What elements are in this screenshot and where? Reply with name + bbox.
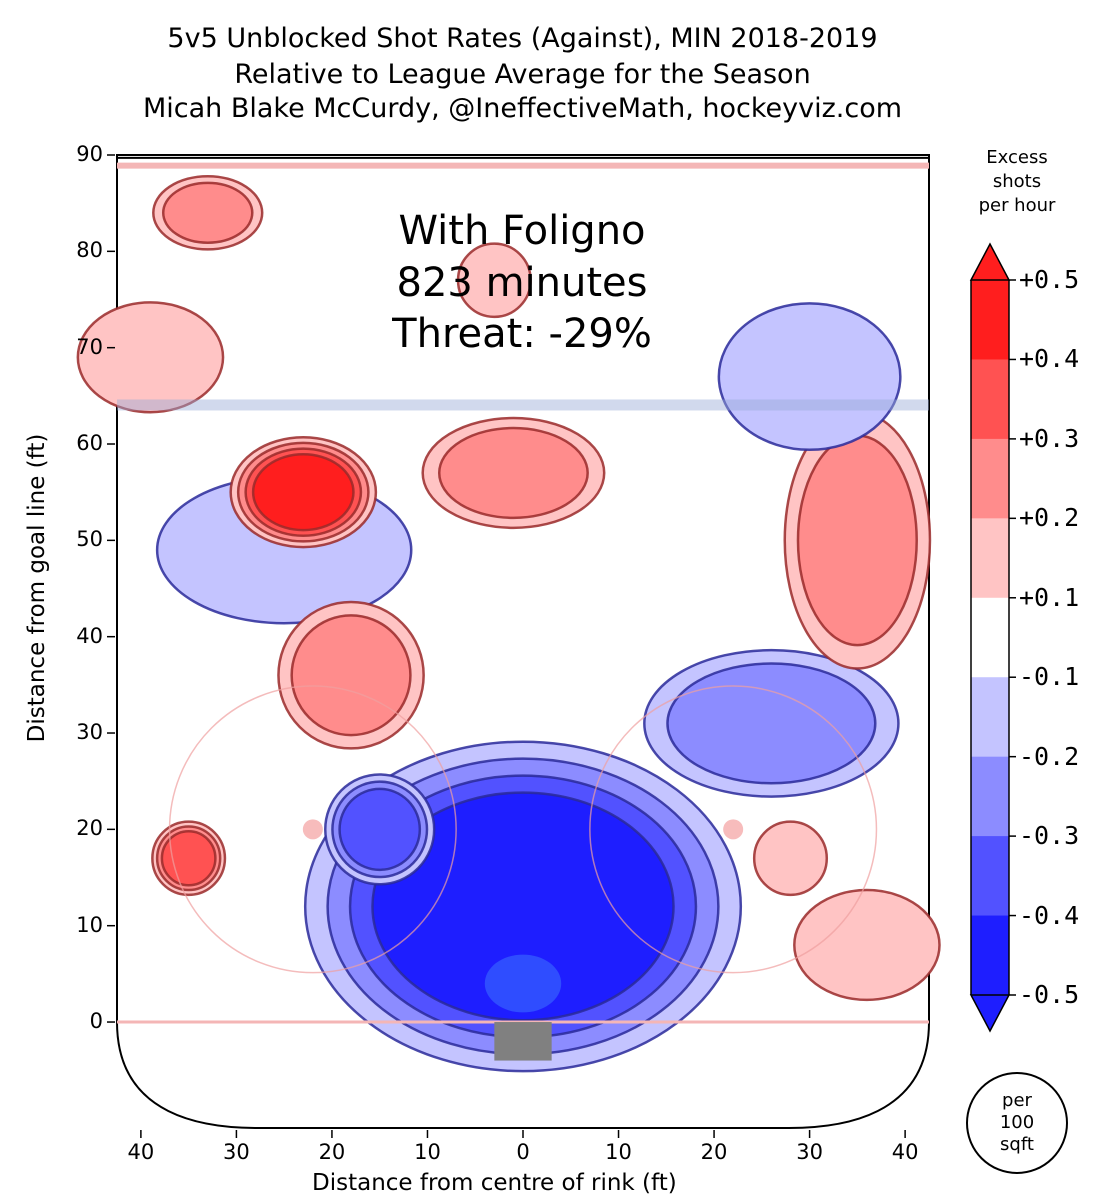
overlay-threat: Threat: -29% [392, 311, 652, 357]
y-tick-label-70: 70 [76, 334, 103, 359]
unit-line-1: per [1002, 1090, 1032, 1111]
colorbar-bottom-arrow [969, 994, 1011, 1033]
y-tick-label-80: 80 [76, 238, 103, 263]
x-tick-label-2: 20 [318, 1140, 346, 1164]
unit-badge: per 100 sqft [966, 1072, 1068, 1174]
contour-region-12-level-0 [76, 301, 225, 414]
colorbar-label-6: -0.2 [1019, 741, 1080, 771]
colorbar-segment-8 [971, 915, 1009, 996]
y-tick-label-10: 10 [76, 912, 103, 937]
faceoff-circle-left [168, 685, 457, 974]
colorbar-segment-2 [971, 438, 1009, 519]
colorbar-segment-3 [971, 518, 1009, 599]
y-tick-label-20: 20 [76, 816, 103, 841]
contour-region-9-level-0 [793, 888, 941, 1002]
colorbar-label-0: +0.5 [1019, 265, 1080, 294]
contour-region-7-level-1 [290, 614, 412, 737]
colorbar-segment-5 [971, 677, 1009, 758]
contour-region-5-level-1 [437, 426, 589, 520]
overlay-player: With Foligno [398, 208, 646, 254]
y-tick-label-50: 50 [76, 527, 103, 552]
colorbar-title-line-3: per hour [978, 195, 1056, 216]
colorbar-label-8: -0.4 [1019, 900, 1080, 930]
unit-line-3: sqft [1000, 1134, 1034, 1155]
y-tick-label-90: 90 [76, 142, 103, 166]
x-tick-label-6: 20 [700, 1140, 728, 1164]
colorbar-segment-0 [971, 280, 1009, 360]
chart-title-line-1: 5v5 Unblocked Shot Rates (Against), MIN … [167, 23, 878, 54]
unit-line-2: 100 [999, 1112, 1035, 1133]
colorbar-segment-1 [971, 359, 1009, 440]
colorbar-segment-6 [971, 756, 1009, 837]
faceoff-dot-left [302, 819, 323, 840]
goal-net [494, 1022, 552, 1061]
y-tick-label-0: 0 [89, 1009, 103, 1034]
x-tick-label-7: 30 [796, 1140, 823, 1164]
y-tick-label-40: 40 [76, 623, 103, 648]
contour-region-13-level-0 [752, 820, 829, 897]
y-tick-label-30: 30 [76, 720, 103, 745]
colorbar-label-9: -0.5 [1019, 980, 1080, 1009]
colorbar-segment-4 [971, 597, 1009, 678]
contour-region-10-level-1 [161, 181, 254, 244]
x-tick-label-4: 0 [516, 1140, 530, 1164]
contour-region-11-level-0 [456, 242, 532, 319]
blue-line [117, 399, 929, 411]
contour-region-14-level-0 [717, 302, 902, 452]
overlay-minutes: 823 minutes [396, 260, 648, 306]
colorbar-title-line-1: Excess [986, 147, 1048, 168]
goal-crease [484, 954, 562, 1013]
contour-region-4-level-3 [251, 452, 355, 532]
chart-title-line-3: Micah Blake McCurdy, @IneffectiveMath, h… [142, 93, 903, 124]
x-tick-label-0: 40 [127, 1140, 155, 1164]
faceoff-circle-right [589, 685, 878, 974]
colorbar-title-line-2: shots [992, 171, 1042, 192]
centre-red-line [117, 162, 929, 169]
colorbar-frame [970, 280, 1010, 995]
y-axis-title: Distance from goal line (ft) [24, 433, 50, 743]
colorbar-label-2: +0.3 [1019, 423, 1080, 453]
colorbar-label-3: +0.2 [1019, 503, 1080, 533]
colorbar-segment-7 [971, 836, 1009, 917]
y-tick-label-60: 60 [76, 431, 103, 455]
faceoff-dot-right [723, 819, 744, 840]
x-tick-label-3: 10 [414, 1140, 441, 1164]
colorbar-label-4: +0.1 [1019, 582, 1080, 612]
colorbar-label-7: -0.3 [1019, 821, 1080, 851]
x-tick-label-1: 30 [223, 1140, 250, 1164]
x-tick-label-5: 10 [605, 1140, 632, 1164]
contour-region-2-level-1 [666, 662, 877, 785]
contour-region-0-level-3 [371, 791, 675, 1022]
x-tick-label-8: 40 [891, 1140, 919, 1164]
x-axis-title: Distance from centre of rink (ft) [312, 1170, 677, 1196]
contour-region-1-level-2 [338, 787, 422, 872]
chart-title-line-2: Relative to League Average for the Seaso… [234, 59, 811, 90]
colorbar-top-arrow [969, 242, 1011, 281]
colorbar-label-1: +0.4 [1019, 344, 1080, 374]
colorbar-title: Excess shots per hour [962, 146, 1072, 218]
contour-region-6-level-1 [796, 434, 918, 647]
colorbar-label-5: -0.1 [1019, 662, 1080, 692]
